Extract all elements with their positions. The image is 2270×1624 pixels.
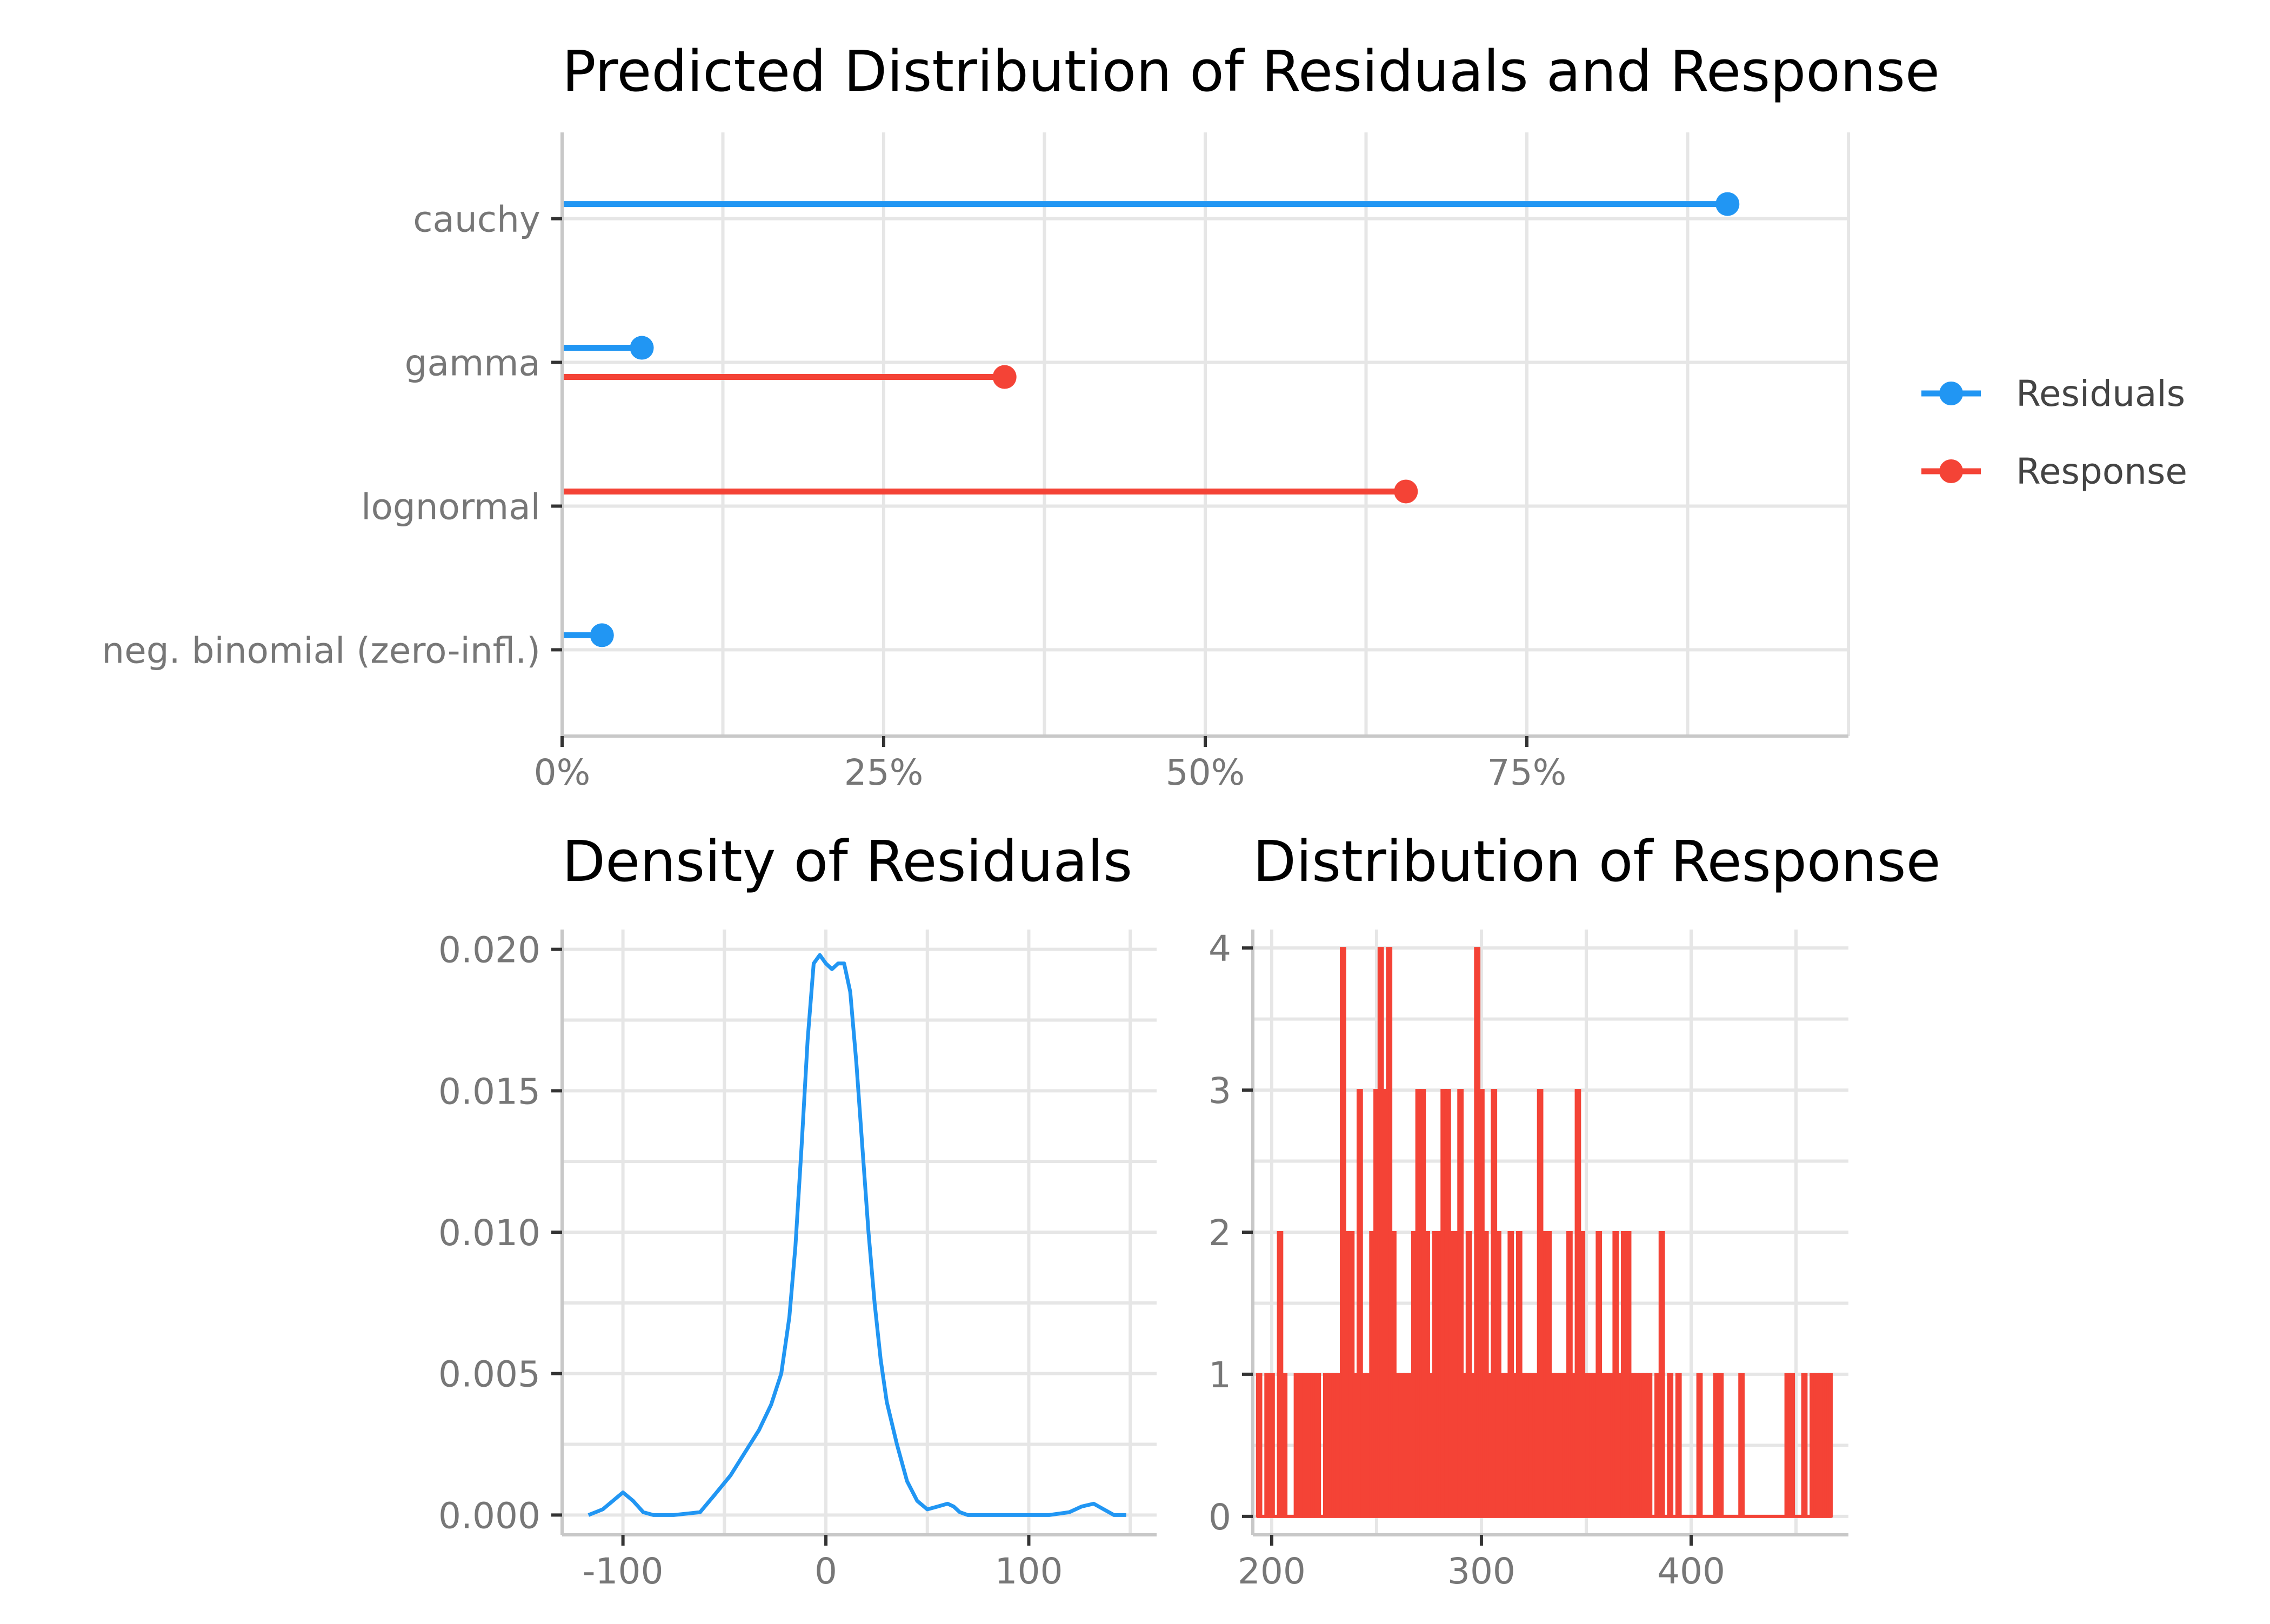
y-tick-label: 4	[1209, 928, 1231, 970]
x-tick-label: 50%	[1166, 752, 1245, 793]
lollipop-axes: cauchy gamma lognormal neg. binomial (zero-…	[102, 132, 1848, 793]
lollipop-marks	[562, 192, 1740, 647]
histogram-title: Distribution of Response	[1253, 828, 1941, 894]
histogram-bar	[1658, 1231, 1665, 1518]
x-tick-label: 0%	[534, 752, 591, 793]
lollipop-dot-residuals-cauchy	[1715, 192, 1740, 216]
x-tick-label: 100	[994, 1551, 1063, 1592]
x-tick-label: 25%	[844, 752, 924, 793]
legend: Residuals Response	[1921, 373, 2187, 492]
density-grid	[562, 930, 1157, 1535]
histogram-bar	[1268, 1373, 1275, 1518]
histogram-bar	[1314, 1373, 1321, 1518]
lollipop-dot-response-lognormal	[1394, 479, 1418, 504]
lollipop-dot-residuals-gamma	[630, 336, 654, 360]
histogram-bar	[1696, 1373, 1703, 1518]
histogram-bar	[1738, 1373, 1745, 1518]
legend-label-residuals: Residuals	[2016, 373, 2185, 415]
histogram-bar	[1675, 1373, 1682, 1518]
histogram-bar	[1646, 1373, 1653, 1518]
density-curve	[587, 953, 1126, 1517]
y-tick-label: 0.020	[438, 930, 540, 971]
y-tick-label: lognormal	[361, 486, 540, 527]
histogram-bar	[1667, 1373, 1674, 1518]
x-tick-label: -100	[583, 1551, 664, 1592]
histogram-bar	[1357, 1089, 1363, 1518]
x-tick-label: 200	[1238, 1551, 1306, 1592]
histogram-bar	[1256, 1373, 1263, 1518]
x-tick-label: 0	[814, 1551, 837, 1592]
y-tick-label: 0.000	[438, 1495, 540, 1536]
y-tick-label: 3	[1209, 1070, 1231, 1112]
y-tick-label: gamma	[405, 343, 540, 384]
histogram-bar	[1281, 1373, 1288, 1518]
y-tick-label: 0.015	[438, 1071, 540, 1112]
lollipop-dot-residuals-neg-binomial-zero-infl	[590, 623, 614, 647]
legend-entry-residuals: Residuals	[1921, 373, 2185, 415]
y-tick-label: 0	[1209, 1496, 1231, 1538]
histogram-bar	[1457, 1089, 1464, 1518]
y-tick-label: 1	[1209, 1354, 1231, 1396]
histogram-bar	[1801, 1373, 1808, 1518]
y-tick-label: 0.010	[438, 1212, 540, 1254]
legend-dot-response	[1939, 459, 1963, 483]
histogram-axes: 0 1 2 3 4 200 300 400	[1209, 928, 1848, 1592]
lollipop-dot-response-gamma	[992, 365, 1017, 389]
x-tick-label: 300	[1447, 1551, 1515, 1592]
histogram-marks	[1256, 947, 1833, 1518]
legend-dot-residuals	[1939, 382, 1963, 405]
density-axes: 0.000 0.005 0.010 0.015 0.020 -100 0 100	[438, 930, 1157, 1592]
lollipop-title: Predicted Distribution of Residuals and …	[562, 38, 1940, 104]
histogram-bar	[1826, 1373, 1833, 1518]
y-tick-label: 2	[1209, 1212, 1231, 1254]
x-tick-label: 400	[1657, 1551, 1725, 1592]
y-tick-label: cauchy	[413, 199, 540, 240]
histogram-bar	[1788, 1373, 1795, 1518]
lollipop-grid	[560, 132, 1850, 736]
y-tick-label: 0.005	[438, 1354, 540, 1395]
density-marks	[587, 953, 1126, 1517]
x-tick-label: 75%	[1487, 752, 1567, 793]
legend-entry-response: Response	[1921, 451, 2187, 492]
legend-label-response: Response	[2016, 451, 2187, 492]
density-title: Density of Residuals	[562, 828, 1132, 894]
y-tick-label: neg. binomial (zero-infl.)	[102, 630, 540, 671]
histogram-bar	[1717, 1373, 1724, 1518]
